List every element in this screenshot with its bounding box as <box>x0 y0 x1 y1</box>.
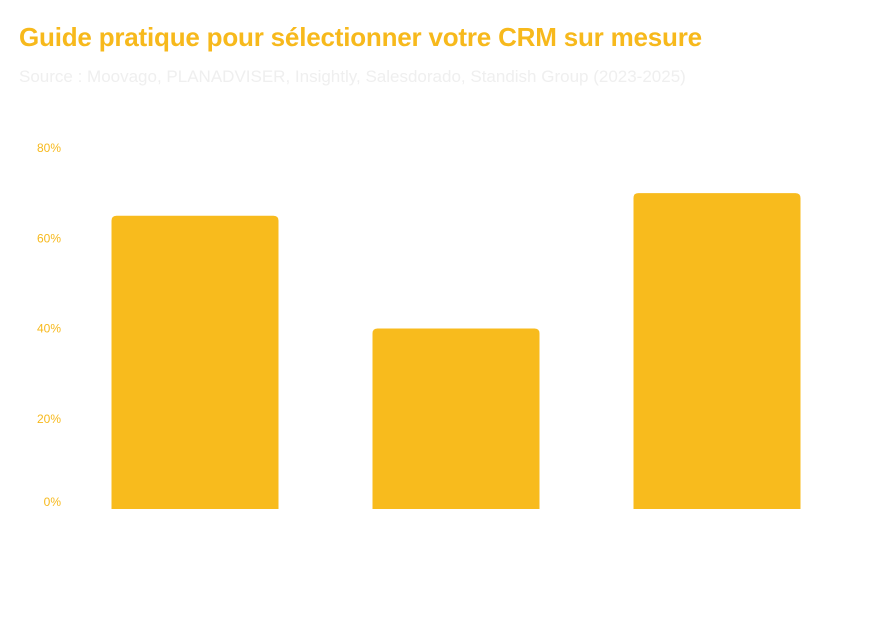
bar <box>372 328 540 509</box>
y-tick-label: 40% <box>37 322 61 336</box>
bars <box>111 193 801 509</box>
y-axis: 0% 20% 40% 60% 80% <box>37 141 61 509</box>
y-tick-label: 0% <box>44 495 62 509</box>
y-tick-label: 20% <box>37 412 61 426</box>
chart-title: Guide pratique pour sélectionner votre C… <box>19 22 702 52</box>
chart-subtitle: Source : Moovago, PLANADVISER, Insightly… <box>19 67 686 86</box>
y-tick-label: 80% <box>37 141 61 155</box>
bar <box>633 193 801 509</box>
y-tick-label: 60% <box>37 231 61 245</box>
bar <box>111 215 279 509</box>
